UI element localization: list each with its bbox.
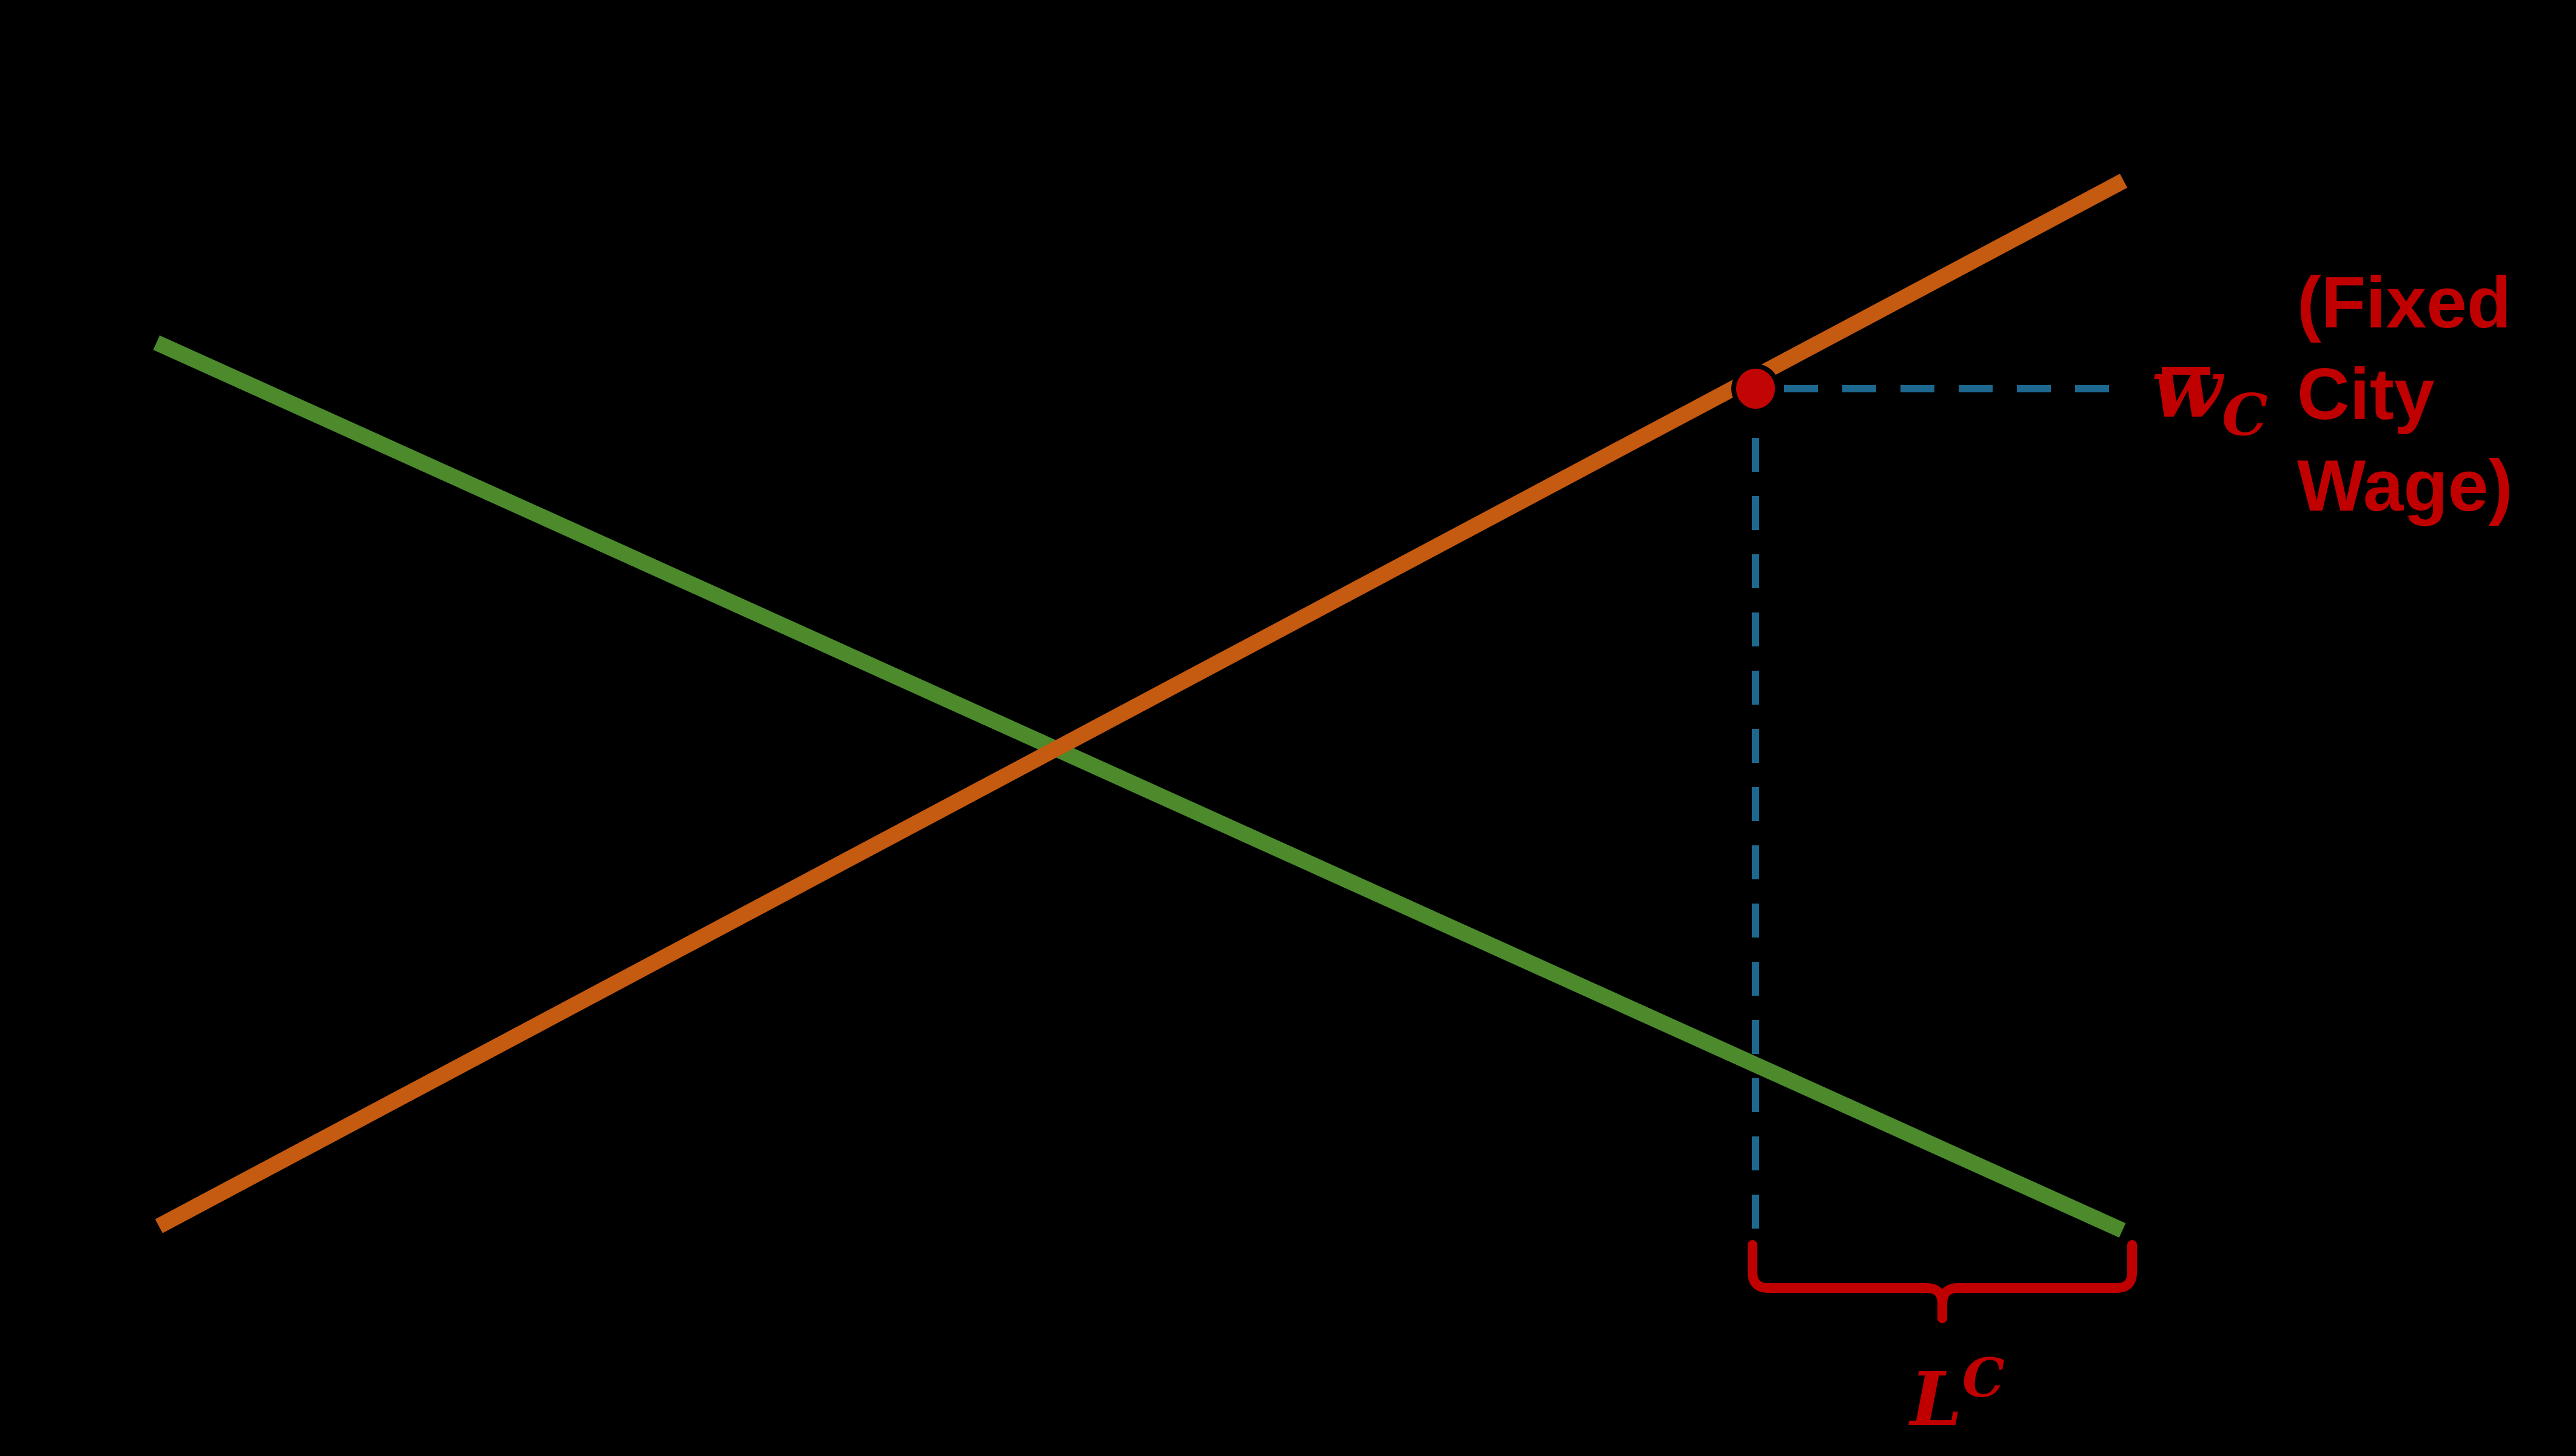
- orange-upward-line: [155, 173, 2128, 1233]
- employment-underbrace: [1748, 1240, 2137, 1323]
- city-wage-subscript: C: [2222, 381, 2268, 449]
- city-employment-base: L: [1910, 1355, 1962, 1443]
- city-employment-label: LC: [1910, 1346, 2005, 1443]
- fixed-city-wage-line-3: Wage): [2297, 445, 2513, 526]
- city-employment-superscript: C: [1962, 1346, 2005, 1409]
- green-downward-line: [153, 335, 2126, 1238]
- fixed-city-wage-note: (Fixed City Wage): [2297, 257, 2564, 532]
- overbar-mark: [2162, 367, 2210, 375]
- fixed-city-wage-line-1: (Fixed: [2297, 262, 2512, 343]
- fixed-city-wage-line-2: City: [2297, 354, 2435, 435]
- fixed-wage-point-dot: [1731, 364, 1780, 414]
- city-wage-base: w: [2152, 340, 2222, 436]
